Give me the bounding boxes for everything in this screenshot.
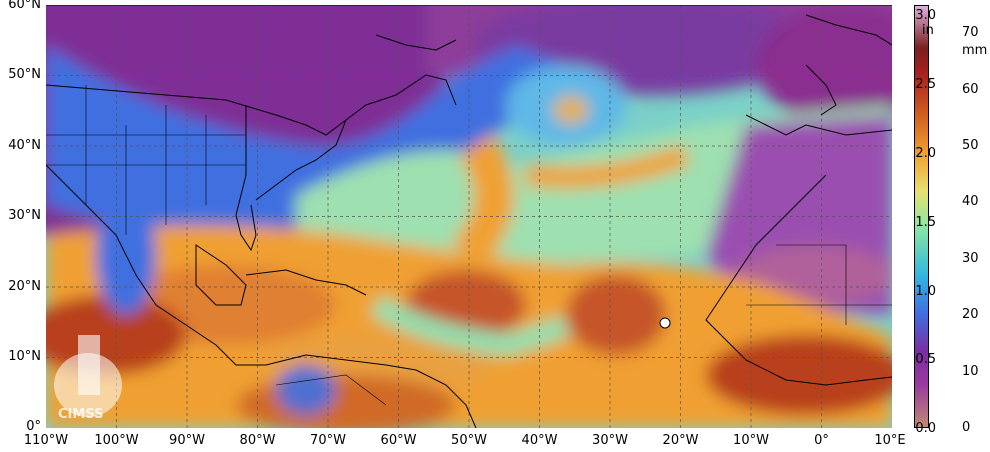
colorbar-in-tick: 2.5 [915, 77, 936, 92]
lat-label-0: 0° [26, 419, 41, 434]
lon-label-50w: 50°W [451, 433, 487, 448]
lon-label-100w: 100°W [94, 433, 139, 448]
precipitable-water-map [46, 5, 892, 428]
lat-label-60n: 60°N [8, 0, 41, 12]
map-panel: CIMSS [46, 5, 892, 428]
lon-label-60w: 60°W [380, 433, 417, 448]
colorbar-in-tick: 1.0 [915, 284, 936, 299]
lon-label-10w: 10°W [733, 433, 769, 448]
colorbar-in-tick: 2.0 [915, 146, 936, 161]
colorbar-in-tick: 0.0 [915, 421, 936, 436]
location-marker [659, 317, 671, 329]
graticule [46, 5, 892, 428]
lon-label-90w: 90°W [169, 433, 205, 448]
lat-label-50n: 50°N [8, 67, 41, 82]
colorbar-mm-tick: 20 [962, 307, 979, 322]
coastlines [46, 5, 892, 428]
lon-label-70w: 70°W [310, 433, 346, 448]
colorbar-in-tick: 0.5 [915, 352, 936, 367]
lon-label-20w: 20°W [662, 433, 699, 448]
lat-label-30n: 30°N [8, 208, 41, 223]
borders [46, 85, 892, 406]
colorbar-mm-tick: 30 [962, 251, 979, 266]
lat-label-20n: 20°N [8, 279, 41, 294]
colorbar-mm-tick: 40 [962, 194, 979, 209]
colorbar-unit-in: in [922, 23, 934, 38]
colorbar-mm-tick: 70 [962, 25, 979, 40]
colorbar-in-tick: 3.0 [915, 8, 936, 23]
colorbar-unit-mm: mm [962, 43, 988, 58]
lon-label-110w: 110°W [23, 433, 69, 448]
lat-label-40n: 40°N [8, 138, 41, 153]
logo-text: CIMSS [58, 407, 103, 422]
lon-label-40w: 40°W [521, 433, 558, 448]
colorbar-mm-tick: 60 [962, 82, 979, 97]
lon-label-30w: 30°W [592, 433, 628, 448]
colorbar [914, 5, 929, 428]
colorbar-mm-tick: 0 [962, 420, 971, 435]
colorbar-in-tick: 1.5 [915, 215, 936, 230]
cimss-logo: CIMSS [54, 335, 122, 422]
colorbar-mm-tick: 50 [962, 138, 979, 153]
lon-label-10e: 10°E [874, 433, 906, 448]
lon-label-80w: 80°W [239, 433, 276, 448]
colorbar-mm-tick: 10 [962, 364, 979, 379]
lon-label-0: 0° [814, 433, 829, 448]
lat-label-10n: 10°N [8, 349, 41, 364]
